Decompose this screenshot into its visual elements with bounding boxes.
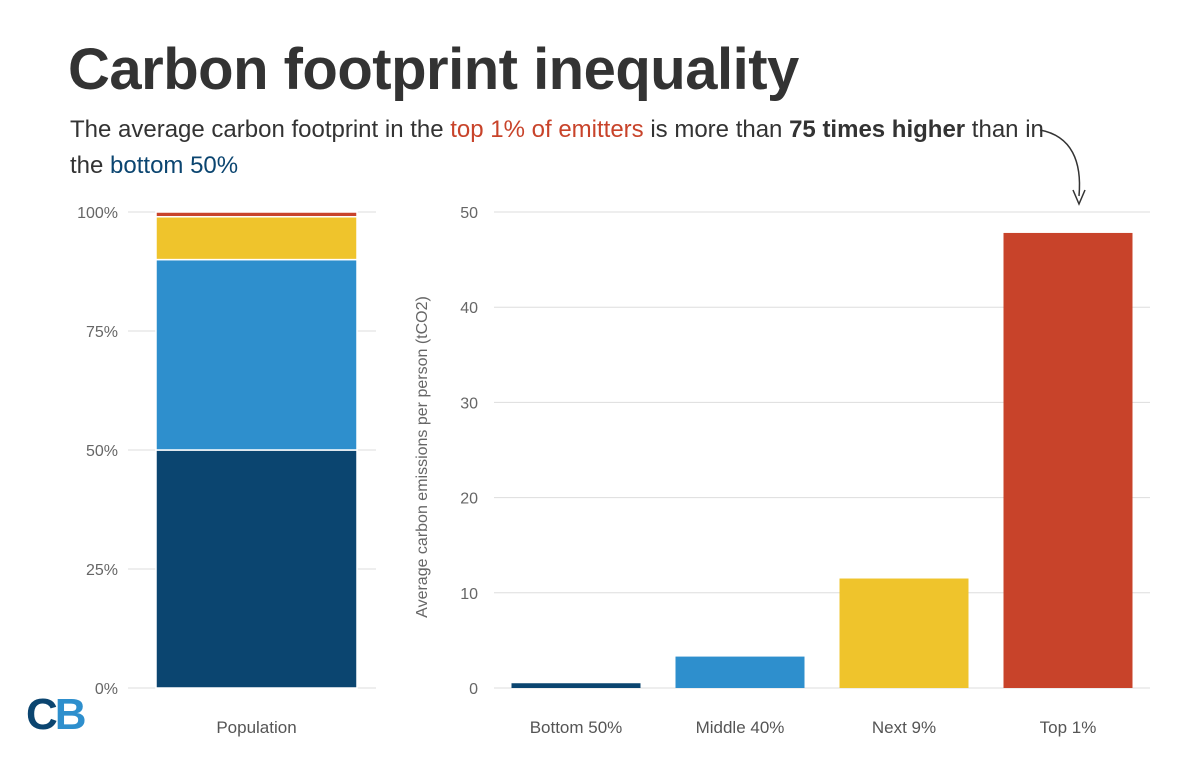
logo-letter-c: C: [26, 690, 58, 739]
emissions-chart-bars: [511, 232, 1133, 688]
subtitle-text-1: The average carbon footprint in the: [70, 116, 451, 143]
emissions-bar-next-9: [839, 578, 969, 688]
emissions-x-label: Middle 40%: [696, 718, 785, 737]
subtitle-highlight-bottom: bottom 50%: [110, 152, 239, 179]
subtitle-text-2: is more than: [643, 116, 790, 143]
annotation-arrow: [1039, 129, 1086, 206]
population-segment-top-1: [155, 211, 358, 218]
population-y-tick-label: 75%: [86, 324, 118, 341]
emissions-y-tick-label: 30: [460, 395, 478, 412]
emissions-x-label: Bottom 50%: [530, 718, 623, 737]
emissions-bar-bottom-50: [511, 683, 641, 688]
subtitle-highlight-top: top 1% of emitters: [450, 116, 644, 143]
population-y-tick-label: 0%: [95, 681, 118, 698]
emissions-y-tick-label: 0: [469, 681, 478, 698]
chart-subtitle: The average carbon footprint in the top …: [70, 112, 1050, 184]
emissions-bar-top-1: [1003, 232, 1133, 688]
emissions-bar-middle-40: [675, 656, 805, 688]
subtitle-bold: 75 times higher: [789, 116, 966, 143]
population-y-tick-label: 25%: [86, 562, 118, 579]
emissions-y-tick-label: 20: [460, 491, 478, 508]
population-chart-bars: [155, 211, 358, 689]
subtitle-text-3: than in the: [70, 116, 1044, 179]
population-segment-bottom-50: [155, 449, 358, 689]
population-segment-middle-40: [155, 258, 358, 451]
population-x-label: Population: [216, 718, 296, 737]
emissions-x-label: Top 1%: [1040, 718, 1097, 737]
emissions-chart-x-labels: Bottom 50% Middle 40% Next 9% Top 1%: [530, 718, 1097, 737]
population-chart-x-labels: Population: [216, 718, 296, 737]
chart-title: Carbon footprint inequality: [68, 37, 799, 102]
emissions-x-label: Next 9%: [872, 718, 936, 737]
emissions-y-tick-label: 40: [460, 300, 478, 317]
emissions-y-tick-label: 10: [460, 586, 478, 603]
carbon-brief-logo: CB: [26, 690, 87, 740]
population-chart-y-ticks: 0% 25% 50% 75% 100%: [77, 205, 118, 698]
emissions-chart-y-ticks: 0 10 20 30 40 50: [460, 205, 478, 698]
population-y-tick-label: 50%: [86, 443, 118, 460]
population-segment-next-9: [155, 216, 358, 261]
population-y-tick-label: 100%: [77, 205, 118, 222]
emissions-y-tick-label: 50: [460, 205, 478, 222]
emissions-y-axis-label: Average carbon emissions per person (tCO…: [414, 296, 431, 618]
logo-letter-b: B: [54, 690, 87, 739]
